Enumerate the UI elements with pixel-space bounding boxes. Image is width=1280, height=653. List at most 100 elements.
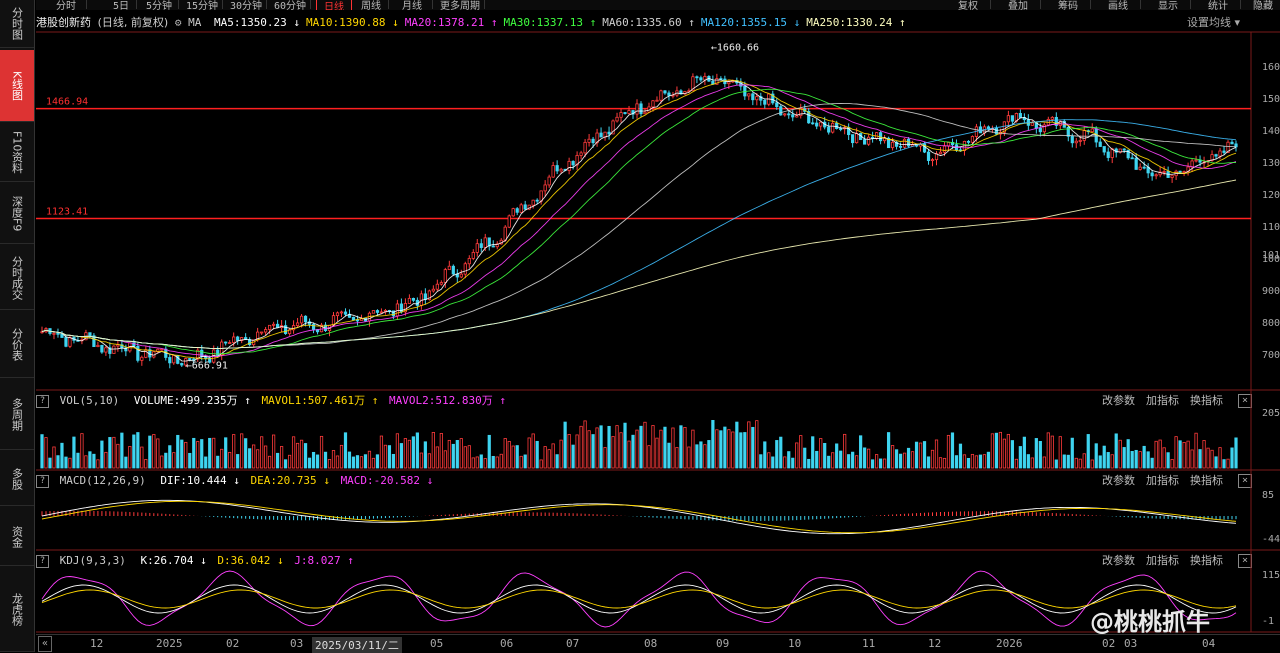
tab-5[interactable]: 60分钟 [270,0,311,10]
candle-body [1134,157,1138,170]
tab-7[interactable]: 周线 [354,0,389,10]
panel-2-btn-1[interactable]: 加指标 [1146,554,1179,567]
sidebar-item-5[interactable]: 分价表 [0,312,34,378]
candle-body [299,315,304,324]
vol-bar [723,426,727,469]
sidebar-item-7[interactable]: 多股 [0,452,34,506]
tab-9[interactable]: 更多周期 [436,0,485,10]
candle-body [232,336,236,343]
vol-bar [906,447,911,469]
candle-body [1070,135,1074,144]
help-icon[interactable]: ? [36,554,49,568]
candle-body [268,324,272,330]
panel-1-btn-0[interactable]: 改参数 [1102,474,1135,487]
tab-4[interactable]: 30分钟 [226,0,267,10]
tab-1[interactable]: 5日 [106,0,137,10]
ma-line-3 [41,88,1237,355]
tab-14[interactable]: 显示 [1146,0,1191,10]
vol-bar [495,456,499,469]
panel-1-btn-2[interactable]: 换指标 [1190,474,1223,487]
x-label-10: 10 [788,637,802,650]
candle-body [1142,166,1146,169]
candle-body [491,245,495,248]
vol-bar [882,458,887,469]
sidebar-item-8[interactable]: 资金 [0,508,34,566]
sidebar-item-4[interactable]: 分时成交 [0,246,34,310]
kline-header: 港股创新药 (日线, 前复权) ⚙ MA MA5:1350.23 ↓ MA10:1… [36,14,906,32]
tab-11[interactable]: 叠加 [996,0,1041,10]
macd-dif-line [41,499,1237,535]
sidebar-item-2[interactable]: F10资料 [0,124,34,182]
vol-bar [387,445,392,469]
vol-bar [863,447,867,469]
panel-0-btn-2[interactable]: 换指标 [1190,394,1223,407]
tab-0[interactable]: 分时 [46,0,87,10]
tab-6[interactable]: 日线 [316,0,352,10]
sidebar-item-6[interactable]: 多周期 [0,380,34,450]
scroll-left-icon[interactable]: « [38,636,52,652]
candle-body [970,136,975,143]
macd-label: MACD(12,26,9) [59,474,146,487]
candle-body [180,363,184,366]
vol-bar [982,454,987,469]
vol-bar [272,434,276,469]
candle-body [827,126,831,133]
vol-bar [970,453,975,469]
vol-bar [775,440,779,469]
vol-bar [942,457,947,469]
candle-body [295,322,300,326]
gear-icon[interactable]: ⚙ [174,16,182,29]
vol-bar [60,442,64,469]
help-icon[interactable]: ? [36,474,49,488]
vol-mavol2: MAVOL2:512.830万 [389,394,493,407]
candle-body [1082,130,1086,141]
candle-body [930,159,935,162]
vol-bar [918,442,923,469]
vol-bar [80,433,84,469]
date-axis: « 12 2025 02 03 2025/03/11/二 05 06 07 08 09 10 11 12… [36,634,1280,653]
panel-0-btn-1[interactable]: 加指标 [1146,394,1179,407]
panel-2-btn-0[interactable]: 改参数 [1102,554,1135,567]
tab-8[interactable]: 月线 [392,0,433,10]
panel-1-btn-1[interactable]: 加指标 [1146,474,1179,487]
panel-0-btn-0[interactable]: 改参数 [1102,394,1135,407]
tab-15[interactable]: 统计 [1196,0,1241,10]
x-label-8: 08 [644,637,658,650]
tab-2[interactable]: 5分钟 [140,0,179,10]
candle-body [839,128,843,130]
candle-body [1090,128,1094,133]
tab-10[interactable]: 复权 [946,0,991,10]
candle-body [831,122,835,133]
candle-body [575,155,579,166]
macd-header: ? MACD(12,26,9) DIF:10.444 ↓ DEA:20.735 … [36,472,433,490]
candle-body [1158,171,1162,176]
vol-bar [1202,440,1206,469]
tab-3[interactable]: 15分钟 [182,0,223,10]
vol-bar [148,435,152,469]
tab-12[interactable]: 筹码 [1046,0,1091,10]
candle-body [531,199,535,206]
vol-bar [303,443,308,469]
sidebar-item-3[interactable]: 深度F9 [0,184,34,244]
help-icon[interactable]: ? [36,394,49,408]
candle-body [471,252,475,259]
vol-bar [128,446,132,469]
tab-16[interactable]: 隐藏 [1246,0,1280,10]
vol-bar [771,456,775,469]
vol-bar [439,433,443,469]
vol-bar [1098,455,1102,469]
candle-body [467,258,471,265]
sidebar-item-1[interactable]: K线图 [0,50,34,122]
sidebar-item-0[interactable]: 分时图 [0,0,34,48]
vol-bar [295,442,300,469]
set-ma-button[interactable]: 设置均线 ▾ [1186,16,1240,29]
vol-bar [447,439,451,469]
vol-bar [623,422,627,469]
tab-13[interactable]: 画线 [1096,0,1141,10]
panel-2-btn-2[interactable]: 换指标 [1190,554,1223,567]
vol-bar [631,434,635,469]
vol-bar [56,455,60,469]
vol-bar [950,432,955,469]
vol-bar [671,427,675,469]
vol-bar [679,425,683,469]
